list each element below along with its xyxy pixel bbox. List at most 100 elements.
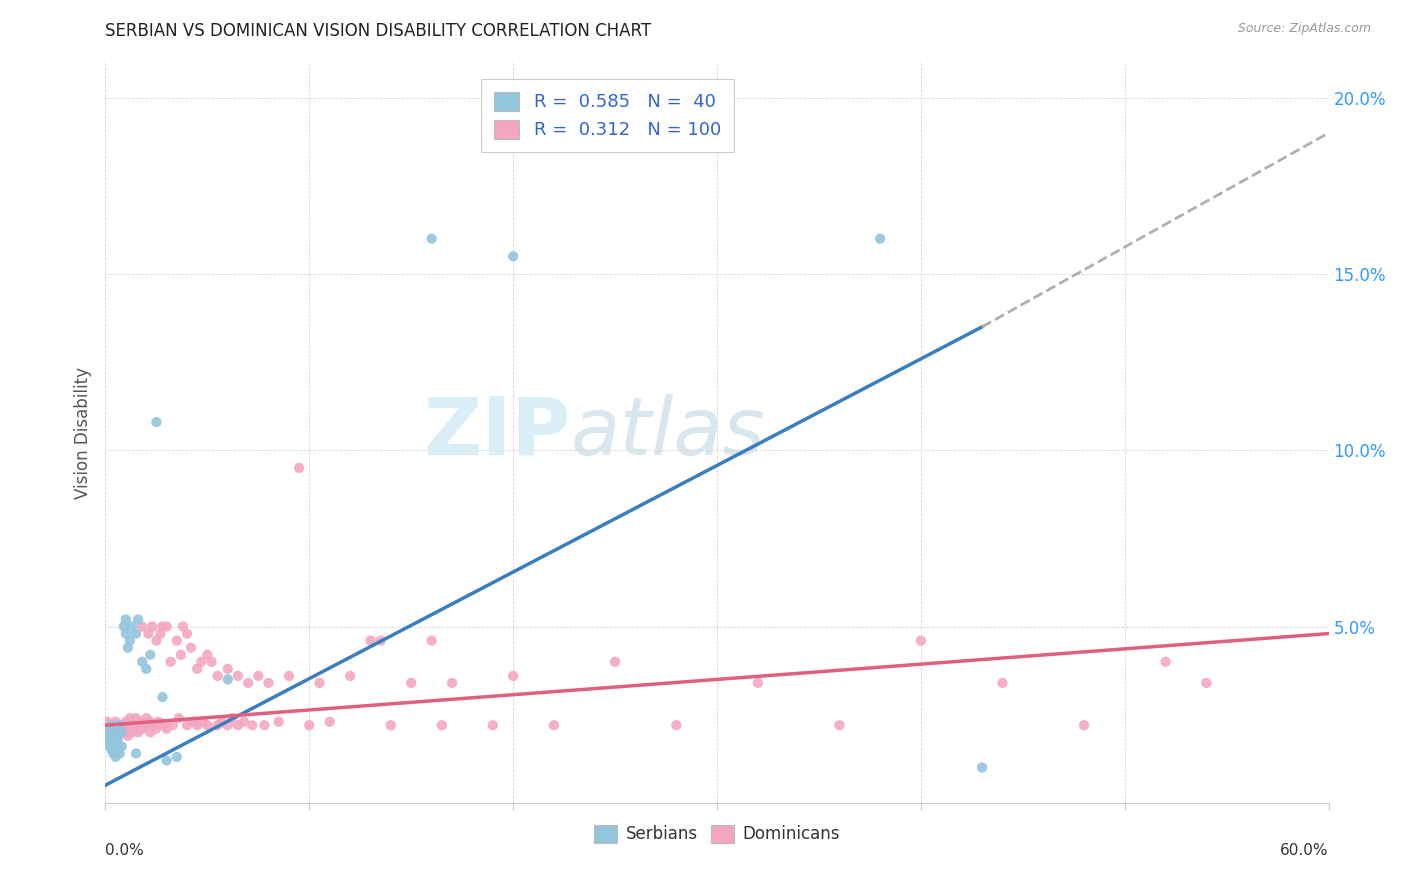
Point: [226, 669, 249, 683]
Point: [103, 747, 125, 761]
Point: [125, 747, 148, 761]
Point: [166, 750, 188, 764]
Point: [96, 732, 118, 747]
Point: [115, 714, 138, 729]
Point: [129, 714, 152, 729]
Point: [747, 676, 769, 690]
Point: [131, 655, 153, 669]
Point: [98, 739, 121, 754]
Point: [195, 718, 219, 732]
Point: [217, 673, 239, 687]
Point: [176, 626, 198, 640]
Point: [141, 619, 163, 633]
Point: [1073, 718, 1095, 732]
Point: [370, 633, 392, 648]
Point: [167, 711, 190, 725]
Point: [111, 725, 134, 739]
Point: [149, 626, 172, 640]
Point: [176, 718, 198, 732]
Point: [121, 619, 143, 633]
Point: [118, 711, 141, 725]
Text: 0.0%: 0.0%: [105, 843, 145, 858]
Point: [211, 714, 233, 729]
Point: [869, 232, 891, 246]
Point: [430, 718, 453, 732]
Point: [125, 626, 148, 640]
Point: [111, 718, 134, 732]
Point: [103, 722, 125, 736]
Y-axis label: Vision Disability: Vision Disability: [73, 367, 91, 499]
Point: [112, 619, 135, 633]
Point: [193, 714, 215, 729]
Point: [134, 718, 156, 732]
Point: [115, 626, 138, 640]
Point: [108, 722, 131, 736]
Point: [665, 718, 688, 732]
Point: [127, 725, 149, 739]
Point: [127, 612, 149, 626]
Point: [103, 725, 125, 739]
Point: [910, 633, 932, 648]
Text: 60.0%: 60.0%: [1281, 843, 1329, 858]
Point: [828, 718, 851, 732]
Point: [1195, 676, 1218, 690]
Point: [108, 718, 131, 732]
Text: Source: ZipAtlas.com: Source: ZipAtlas.com: [1237, 22, 1371, 36]
Point: [107, 732, 129, 747]
Point: [139, 714, 162, 729]
Point: [115, 725, 138, 739]
Point: [131, 722, 153, 736]
Point: [207, 718, 229, 732]
Point: [125, 722, 148, 736]
Point: [605, 655, 627, 669]
Point: [318, 714, 342, 729]
Point: [96, 714, 118, 729]
Point: [195, 648, 219, 662]
Point: [399, 676, 422, 690]
Point: [100, 718, 122, 732]
Point: [135, 711, 157, 725]
Point: [104, 739, 127, 754]
Point: [145, 415, 167, 429]
Point: [170, 648, 193, 662]
Point: [221, 711, 243, 725]
Point: [217, 718, 239, 732]
Point: [98, 722, 121, 736]
Point: [247, 669, 270, 683]
Point: [111, 739, 134, 754]
Point: [145, 722, 167, 736]
Point: [233, 714, 256, 729]
Point: [172, 619, 194, 633]
Point: [502, 249, 524, 263]
Point: [125, 711, 148, 725]
Point: [481, 718, 503, 732]
Point: [152, 619, 174, 633]
Point: [226, 718, 249, 732]
Point: [420, 633, 443, 648]
Point: [103, 736, 125, 750]
Point: [153, 718, 176, 732]
Point: [100, 732, 122, 747]
Point: [162, 718, 184, 732]
Point: [970, 760, 993, 774]
Point: [298, 718, 321, 732]
Point: [100, 725, 122, 739]
Point: [104, 750, 127, 764]
Point: [135, 718, 157, 732]
Point: [186, 718, 208, 732]
Point: [143, 718, 166, 732]
Point: [127, 718, 149, 732]
Point: [339, 669, 361, 683]
Point: [236, 676, 259, 690]
Text: ZIP: ZIP: [423, 393, 571, 472]
Point: [1154, 655, 1177, 669]
Point: [104, 722, 127, 736]
Point: [115, 612, 138, 626]
Point: [121, 718, 143, 732]
Point: [502, 669, 524, 683]
Point: [181, 714, 204, 729]
Point: [200, 655, 222, 669]
Point: [380, 718, 402, 732]
Point: [118, 722, 141, 736]
Point: [148, 714, 170, 729]
